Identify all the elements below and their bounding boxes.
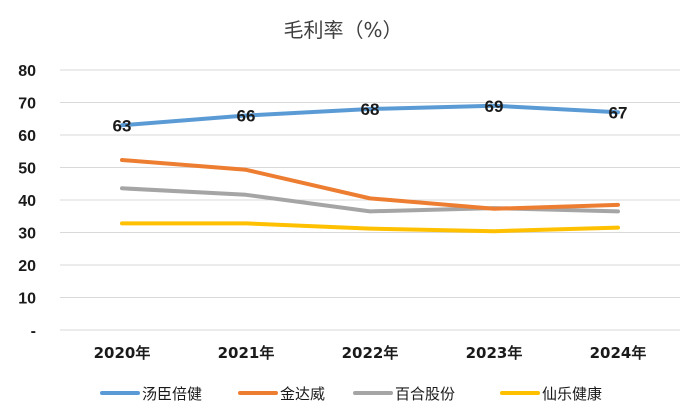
y-tick-label: 30 <box>18 226 36 243</box>
y-tick-label: 40 <box>18 193 36 210</box>
y-tick-label: 50 <box>18 161 36 178</box>
y-tick-label: 70 <box>18 96 36 113</box>
data-labels: 63 66 68 69 67 <box>113 97 628 136</box>
legend-label: 金达威 <box>280 385 325 403</box>
chart-title: 毛利率（%） <box>283 18 402 42</box>
legend-label: 仙乐健康 <box>542 385 602 403</box>
x-tick-label: 2023年 <box>466 344 523 362</box>
x-axis-ticks: 2020年 2021年 2022年 2023年 2024年 <box>94 344 647 362</box>
legend-label: 百合股份 <box>395 385 455 403</box>
data-label: 69 <box>485 97 504 116</box>
series-line <box>120 221 620 234</box>
data-label: 68 <box>361 100 380 119</box>
series-lines <box>120 103 620 234</box>
legend-item: 仙乐健康 <box>500 385 602 403</box>
series-line <box>120 103 620 128</box>
y-tick-label: - <box>31 323 36 340</box>
legend-label: 汤臣倍健 <box>142 385 202 403</box>
y-tick-label: 20 <box>18 258 36 275</box>
data-label: 66 <box>237 107 256 126</box>
legend-item: 百合股份 <box>353 385 455 403</box>
x-tick-label: 2024年 <box>590 344 647 362</box>
legend-item: 汤臣倍健 <box>100 385 202 403</box>
x-tick-label: 2022年 <box>342 344 399 362</box>
legend-item: 金达威 <box>238 385 325 403</box>
x-tick-label: 2020年 <box>94 344 151 362</box>
series-line <box>120 158 620 211</box>
y-tick-label: 80 <box>18 63 36 80</box>
y-tick-label: 60 <box>18 128 36 145</box>
data-label: 67 <box>609 103 628 122</box>
legend: 汤臣倍健 金达威 百合股份 仙乐健康 <box>100 385 602 403</box>
y-axis-ticks: - 10 20 30 40 50 60 70 80 <box>18 63 36 340</box>
x-tick-label: 2021年 <box>218 344 275 362</box>
y-tick-label: 10 <box>18 291 36 308</box>
data-label: 63 <box>113 116 132 135</box>
